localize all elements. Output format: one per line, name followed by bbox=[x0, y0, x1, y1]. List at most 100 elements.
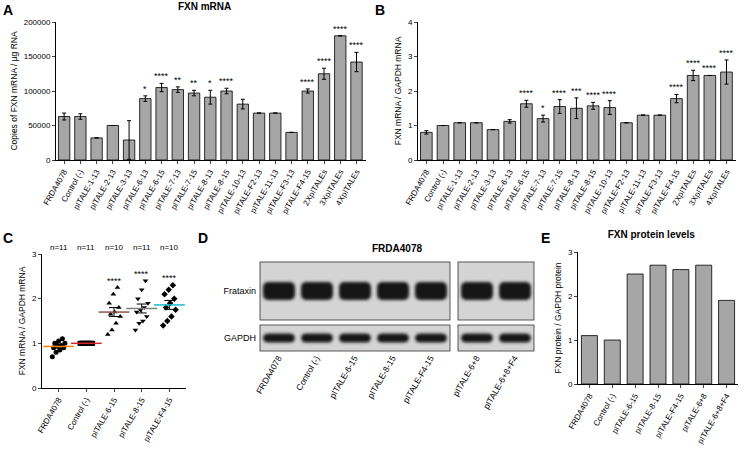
svg-text:2: 2 bbox=[568, 292, 573, 301]
svg-text:pITALE-3-13: pITALE-3-13 bbox=[104, 168, 134, 212]
svg-text:pITALE-F4-15: pITALE-F4-15 bbox=[653, 392, 686, 440]
svg-text:pITALE-F4-15: pITALE-F4-15 bbox=[649, 168, 682, 216]
svg-text:0: 0 bbox=[408, 156, 413, 165]
svg-text:Control (-): Control (-) bbox=[66, 396, 92, 432]
svg-text:2XpITALEs: 2XpITALEs bbox=[671, 168, 699, 207]
svg-text:Control (-): Control (-) bbox=[60, 168, 86, 204]
svg-text:****: **** bbox=[134, 269, 149, 279]
svg-text:pITALE-8-15: pITALE-8-15 bbox=[568, 168, 598, 212]
svg-text:n=10: n=10 bbox=[160, 243, 179, 252]
svg-text:Control (-): Control (-) bbox=[294, 354, 322, 392]
svg-text:pITALE-7-15: pITALE-7-15 bbox=[169, 168, 199, 212]
svg-text:n=11: n=11 bbox=[133, 243, 151, 252]
svg-text:FRDA4078: FRDA4078 bbox=[372, 243, 422, 254]
svg-text:****: **** bbox=[702, 63, 717, 73]
svg-text:pITALE-2-13: pITALE-2-13 bbox=[88, 168, 118, 212]
svg-text:3XpITALEs: 3XpITALEs bbox=[687, 168, 715, 207]
svg-text:pITALE-6-15: pITALE-6-15 bbox=[501, 168, 531, 212]
svg-text:pITALE-6+8+F4: pITALE-6+8+F4 bbox=[696, 392, 732, 446]
svg-text:**: ** bbox=[174, 75, 182, 85]
svg-text:n=11: n=11 bbox=[77, 243, 95, 252]
svg-text:FRDA4078: FRDA4078 bbox=[36, 396, 64, 435]
svg-text:FXN protein / GAPDH protein: FXN protein / GAPDH protein bbox=[553, 262, 563, 373]
svg-text:0: 0 bbox=[32, 384, 37, 393]
svg-text:150000: 150000 bbox=[24, 52, 51, 61]
svg-text:****: **** bbox=[349, 40, 364, 50]
svg-text:pITALE-F2-13: pITALE-F2-13 bbox=[599, 168, 632, 216]
svg-text:Copies of FXN mRNA / µg RNA: Copies of FXN mRNA / µg RNA bbox=[9, 31, 19, 151]
svg-text:pITALE-F3-13: pITALE-F3-13 bbox=[264, 168, 297, 216]
svg-text:pITALE-6-13: pITALE-6-13 bbox=[485, 168, 515, 212]
svg-text:****: **** bbox=[317, 56, 332, 66]
svg-text:50000: 50000 bbox=[28, 121, 51, 130]
svg-text:****: **** bbox=[686, 58, 701, 68]
svg-text:pITALE-6+8: pITALE-6+8 bbox=[451, 354, 482, 398]
svg-text:****: **** bbox=[107, 276, 122, 286]
svg-text:pITALE-8-15: pITALE-8-15 bbox=[633, 392, 663, 436]
svg-text:****: **** bbox=[162, 273, 177, 283]
svg-text:pITALE-11-13: pITALE-11-13 bbox=[616, 168, 648, 215]
svg-text:pITALE-6+8+F4: pITALE-6+8+F4 bbox=[481, 354, 520, 411]
svg-text:*: * bbox=[541, 103, 545, 113]
svg-text:Control (-): Control (-) bbox=[422, 168, 448, 204]
svg-text:****: **** bbox=[586, 90, 601, 100]
svg-text:pITALE-8-15: pITALE-8-15 bbox=[117, 396, 147, 440]
svg-text:**: ** bbox=[190, 78, 198, 88]
svg-text:100000: 100000 bbox=[24, 87, 51, 96]
svg-text:Frataxin: Frataxin bbox=[223, 286, 256, 296]
svg-text:****: **** bbox=[669, 82, 684, 92]
svg-text:FXN mRNA / GAPDH mRNA: FXN mRNA / GAPDH mRNA bbox=[393, 36, 403, 145]
svg-text:pITALE-11-13: pITALE-11-13 bbox=[248, 168, 280, 215]
svg-text:GAPDH: GAPDH bbox=[224, 333, 256, 343]
svg-text:2: 2 bbox=[32, 294, 37, 303]
svg-text:pITALE-F4-15: pITALE-F4-15 bbox=[280, 168, 313, 216]
svg-text:pITALE-10-13: pITALE-10-13 bbox=[583, 168, 616, 216]
svg-text:pITALE-1-13: pITALE-1-13 bbox=[435, 168, 465, 212]
svg-text:*: * bbox=[208, 78, 212, 88]
svg-text:pITALE-8-13: pITALE-8-13 bbox=[551, 168, 581, 212]
svg-text:1: 1 bbox=[32, 339, 37, 348]
svg-text:2: 2 bbox=[408, 87, 413, 96]
svg-text:****: **** bbox=[333, 24, 348, 34]
svg-text:2XpITALEs: 2XpITALEs bbox=[301, 168, 329, 207]
svg-text:****: **** bbox=[602, 89, 617, 99]
svg-text:pITALE-6-13: pITALE-6-13 bbox=[120, 168, 150, 212]
svg-text:****: **** bbox=[154, 71, 169, 81]
svg-text:FXN mRNA / GAPDH mRNA: FXN mRNA / GAPDH mRNA bbox=[17, 266, 27, 375]
svg-text:4XpITALEs: 4XpITALEs bbox=[334, 168, 362, 207]
svg-text:FRDA4078: FRDA4078 bbox=[254, 354, 284, 396]
svg-text:4: 4 bbox=[408, 18, 413, 27]
svg-text:pITALE-7-13: pITALE-7-13 bbox=[518, 168, 548, 212]
svg-text:FRDA4078: FRDA4078 bbox=[42, 168, 70, 207]
svg-text:pITALE-8-15: pITALE-8-15 bbox=[365, 354, 398, 400]
svg-text:n=11: n=11 bbox=[50, 243, 68, 252]
svg-text:Control (-): Control (-) bbox=[592, 392, 618, 428]
svg-text:****: **** bbox=[519, 88, 534, 98]
svg-text:0: 0 bbox=[46, 156, 51, 165]
svg-text:3: 3 bbox=[568, 248, 573, 257]
svg-text:****: **** bbox=[219, 76, 234, 86]
svg-text:****: **** bbox=[552, 88, 567, 98]
svg-text:****: **** bbox=[719, 48, 734, 58]
svg-text:****: **** bbox=[300, 77, 315, 87]
svg-text:pITALE-2-13: pITALE-2-13 bbox=[451, 168, 481, 212]
svg-text:*: * bbox=[143, 84, 147, 94]
svg-text:pITALE-10-13: pITALE-10-13 bbox=[216, 168, 249, 216]
svg-text:4XpITALEs: 4XpITALEs bbox=[704, 168, 732, 207]
svg-text:pITALE-8-15: pITALE-8-15 bbox=[202, 168, 232, 212]
svg-text:pITALE-F4-15: pITALE-F4-15 bbox=[401, 354, 436, 405]
svg-text:n=10: n=10 bbox=[105, 243, 124, 252]
svg-text:pITALE-7-13: pITALE-7-13 bbox=[153, 168, 183, 212]
svg-text:pITALE-8-13: pITALE-8-13 bbox=[185, 168, 215, 212]
svg-text:pITALE-6-15: pITALE-6-15 bbox=[137, 168, 167, 212]
svg-text:***: *** bbox=[571, 86, 582, 96]
svg-text:FXN protein levels: FXN protein levels bbox=[608, 229, 696, 240]
svg-text:FXN mRNA: FXN mRNA bbox=[178, 1, 231, 12]
svg-text:pITALE-F4-15: pITALE-F4-15 bbox=[142, 396, 175, 444]
svg-text:pITALE-F2-13: pITALE-F2-13 bbox=[232, 168, 265, 216]
svg-text:pITALE-6+8: pITALE-6+8 bbox=[680, 392, 709, 434]
svg-text:FRDA4078: FRDA4078 bbox=[404, 168, 432, 207]
svg-text:0: 0 bbox=[568, 380, 573, 389]
svg-text:pITALE-F3-13: pITALE-F3-13 bbox=[632, 168, 665, 216]
svg-text:FRDA4078: FRDA4078 bbox=[567, 392, 595, 431]
